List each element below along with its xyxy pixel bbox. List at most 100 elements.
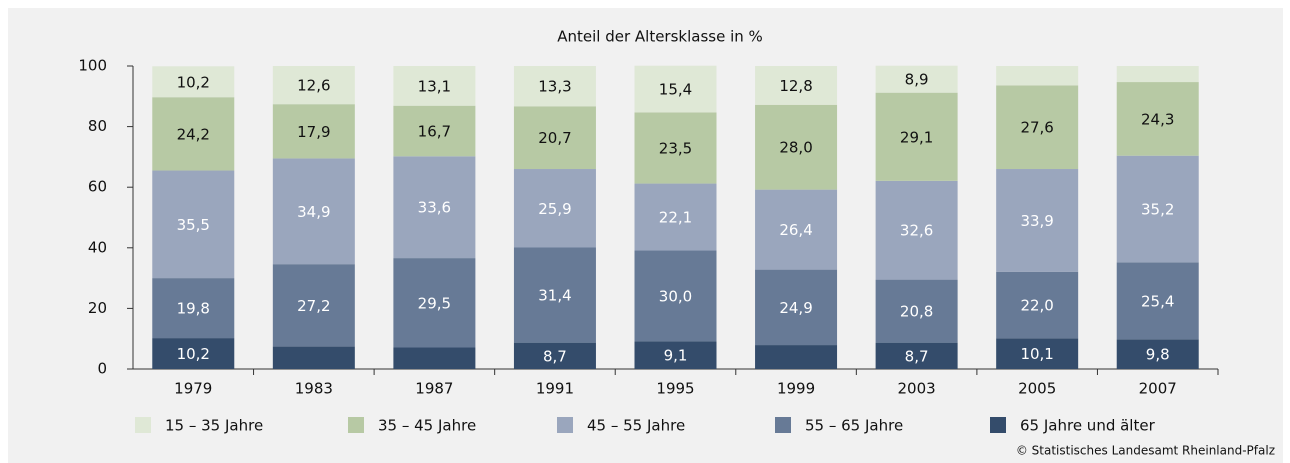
data-label: 17,9	[297, 123, 330, 141]
bar-segment	[634, 250, 717, 342]
bar-segment	[272, 66, 355, 105]
bar-segment	[272, 264, 355, 347]
legend-swatch	[135, 417, 151, 433]
bar-segment	[755, 66, 838, 105]
x-tick-label: 1995	[656, 380, 694, 398]
data-label: 35,2	[1141, 201, 1174, 219]
y-tick-label: 20	[88, 299, 107, 317]
data-label: 25,4	[1141, 292, 1174, 310]
data-label: 13,1	[418, 77, 451, 95]
data-label: 9,1	[664, 347, 688, 365]
legend-label: 65 Jahre und älter	[1020, 417, 1156, 435]
bar-segment	[755, 189, 838, 270]
x-tick-label: 1987	[415, 380, 453, 398]
bar-segment	[393, 66, 476, 106]
data-label: 12,6	[297, 77, 330, 95]
bar-segment	[1116, 66, 1199, 83]
data-label: 15,4	[659, 81, 692, 99]
bar-segment	[513, 106, 596, 170]
bar-segment	[1116, 262, 1199, 340]
data-label: 31,4	[538, 287, 571, 305]
bar-segment	[875, 342, 958, 369]
legend-swatch	[557, 417, 573, 433]
bar-segment	[393, 347, 476, 369]
data-label: 29,5	[418, 294, 451, 312]
data-label: 9,8	[1146, 346, 1170, 364]
bar-segment	[996, 169, 1079, 272]
chart-title: Anteil der Altersklasse in %	[557, 28, 763, 46]
data-label: 8,7	[543, 347, 567, 365]
bar-segment	[272, 158, 355, 265]
data-label: 22,1	[659, 209, 692, 227]
bar-segment	[152, 170, 235, 279]
x-tick-label: 1979	[174, 380, 212, 398]
data-label: 23,5	[659, 139, 692, 157]
data-label: 24,3	[1141, 110, 1174, 128]
legend-swatch	[990, 417, 1006, 433]
bar-segment	[634, 341, 717, 369]
bar-segment	[513, 66, 596, 107]
legend-label: 45 – 55 Jahre	[587, 417, 685, 435]
data-label: 13,3	[538, 78, 571, 96]
y-tick-label: 80	[88, 117, 107, 135]
bar-segment	[1116, 82, 1199, 156]
bar-segment	[393, 156, 476, 259]
bar-segment	[152, 66, 235, 98]
data-label: 32,6	[900, 222, 933, 240]
data-label: 8,7	[905, 347, 929, 365]
bar-segment	[513, 169, 596, 248]
x-tick-label: 1983	[295, 380, 333, 398]
x-tick-label: 1991	[536, 380, 574, 398]
data-label: 10,2	[177, 345, 210, 363]
data-label: 35,5	[177, 216, 210, 234]
bar-segment	[152, 338, 235, 369]
bar-segment	[875, 180, 958, 280]
data-label: 20,8	[900, 303, 933, 321]
bar-segment	[755, 345, 838, 369]
bar-segment	[996, 271, 1079, 339]
bar-segment	[272, 346, 355, 369]
data-label: 25,9	[538, 200, 571, 218]
data-label: 10,2	[177, 73, 210, 91]
y-tick-label: 40	[88, 238, 107, 256]
data-label: 24,2	[177, 125, 210, 143]
y-tick-label: 0	[97, 360, 107, 378]
data-label: 27,2	[297, 297, 330, 315]
bar-segment	[1116, 339, 1199, 369]
legend-swatch	[775, 417, 791, 433]
bar-segment	[393, 258, 476, 348]
x-tick-label: 2007	[1139, 380, 1177, 398]
bar-segment	[755, 104, 838, 190]
data-label: 28,0	[779, 139, 812, 157]
x-tick-label: 1999	[777, 380, 815, 398]
data-label: 12,8	[779, 77, 812, 95]
y-tick-label: 100	[78, 57, 107, 75]
legend-swatch	[348, 417, 364, 433]
data-label: 19,8	[177, 300, 210, 318]
x-tick-label: 2003	[898, 380, 936, 398]
data-label: 16,7	[418, 122, 451, 140]
data-label: 24,9	[779, 299, 812, 317]
data-label: 10,1	[1020, 345, 1053, 363]
data-label: 34,9	[297, 203, 330, 221]
bar-segment	[634, 65, 717, 113]
y-tick-label: 60	[88, 178, 107, 196]
bar-segment	[1116, 155, 1199, 263]
bar-segment	[875, 92, 958, 181]
legend-label: 55 – 65 Jahre	[805, 417, 903, 435]
bar-segment	[393, 105, 476, 157]
bar-segment	[996, 85, 1079, 170]
bar-segment	[755, 269, 838, 346]
data-label: 29,1	[900, 128, 933, 146]
data-label: 30,0	[659, 287, 692, 305]
bar-segment	[152, 278, 235, 339]
bar-segment	[634, 183, 717, 251]
legend-label: 35 – 45 Jahre	[378, 417, 476, 435]
bar-segment	[875, 65, 958, 93]
data-label: 33,9	[1020, 212, 1053, 230]
bar-segment	[272, 104, 355, 159]
bar-segment	[513, 342, 596, 369]
data-label: 26,4	[779, 221, 812, 239]
data-label: 22,0	[1020, 297, 1053, 315]
